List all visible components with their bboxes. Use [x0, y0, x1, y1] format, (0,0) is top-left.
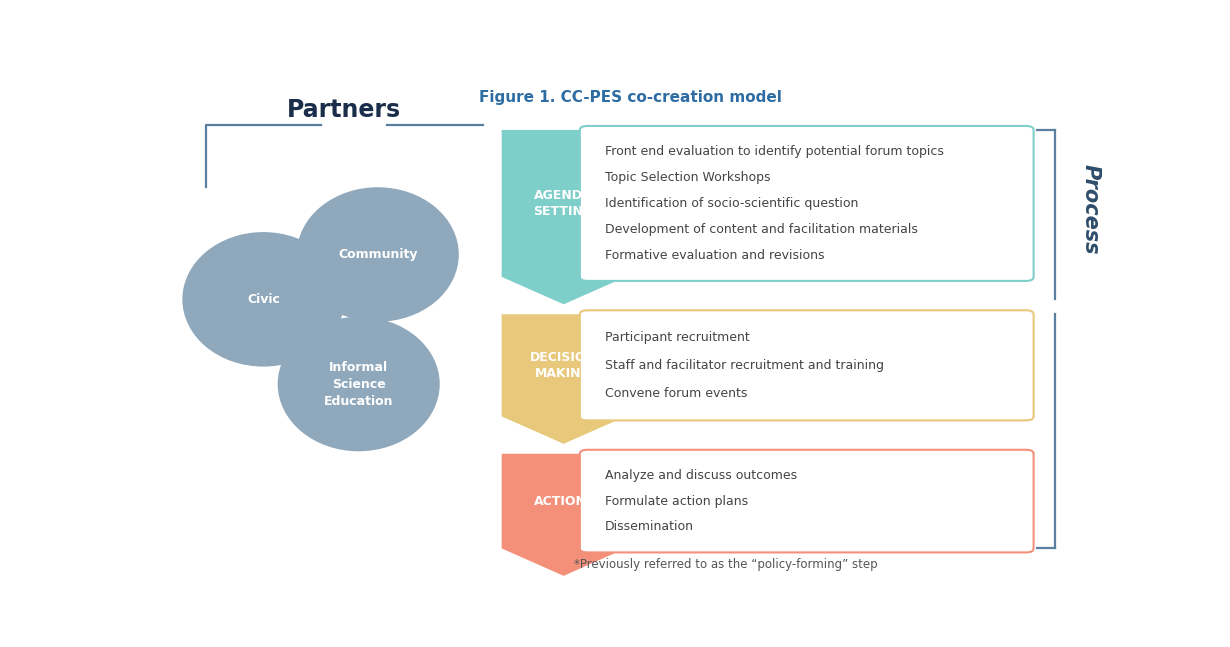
Polygon shape [502, 314, 626, 444]
FancyBboxPatch shape [579, 450, 1033, 553]
Text: Analyze and discuss outcomes: Analyze and discuss outcomes [605, 469, 797, 482]
Text: Staff and facilitator recruitment and training: Staff and facilitator recruitment and tr… [605, 359, 883, 372]
Text: Process: Process [1081, 164, 1101, 255]
Text: Front end evaluation to identify potential forum topics: Front end evaluation to identify potenti… [605, 146, 943, 159]
Text: Convene forum events: Convene forum events [605, 387, 747, 400]
Ellipse shape [296, 187, 459, 322]
Text: DECISION
MAKING: DECISION MAKING [530, 351, 597, 380]
Ellipse shape [278, 317, 440, 452]
Text: Figure 1. CC-PES co-creation model: Figure 1. CC-PES co-creation model [478, 90, 782, 105]
Text: AGENDA
SETTING: AGENDA SETTING [534, 189, 594, 218]
Text: Community: Community [338, 248, 417, 261]
Text: Formative evaluation and revisions: Formative evaluation and revisions [605, 248, 824, 261]
FancyBboxPatch shape [579, 126, 1033, 281]
Text: Informal
Science
Education: Informal Science Education [323, 360, 394, 408]
Text: Civic: Civic [247, 293, 279, 306]
Text: Participant recruitment: Participant recruitment [605, 331, 749, 344]
Polygon shape [502, 454, 626, 576]
Text: Dissemination: Dissemination [605, 520, 694, 533]
Text: Partners: Partners [288, 98, 401, 122]
Ellipse shape [182, 232, 344, 367]
Text: *Previously referred to as the “policy-forming” step: *Previously referred to as the “policy-f… [574, 558, 877, 571]
Polygon shape [502, 130, 626, 304]
Text: Development of content and facilitation materials: Development of content and facilitation … [605, 223, 918, 236]
FancyBboxPatch shape [579, 311, 1033, 421]
Text: Identification of socio-scientific question: Identification of socio-scientific quest… [605, 197, 859, 210]
Text: Formulate action plans: Formulate action plans [605, 494, 748, 508]
Text: ACTION*: ACTION* [534, 494, 593, 508]
Text: Topic Selection Workshops: Topic Selection Workshops [605, 171, 770, 184]
